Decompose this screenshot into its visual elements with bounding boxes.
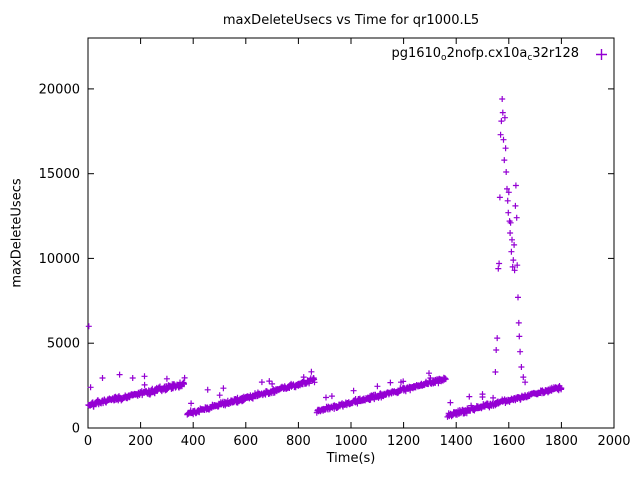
x-tick-label: 0 (84, 434, 92, 449)
chart-title: maxDeleteUsecs vs Time for qr1000.L5 (222, 13, 480, 28)
y-axis-label: maxDeleteUsecs (9, 178, 25, 288)
x-tick-label: 1800 (545, 434, 578, 449)
x-tick-label: 800 (286, 434, 311, 449)
x-tick-label: 600 (233, 434, 258, 449)
x-tick-label: 400 (181, 434, 206, 449)
data-points (85, 96, 565, 420)
legend-label: pg1610o2nofp.cx10ac32r128 (391, 46, 579, 63)
y-tick-label: 20000 (39, 82, 80, 97)
legend-label-text: pg1610 (391, 46, 442, 61)
x-tick-label: 1400 (440, 434, 473, 449)
legend-marker-icon (596, 49, 607, 60)
x-tick-label: 200 (128, 434, 153, 449)
legend-label-text: 32r128 (532, 46, 579, 61)
y-tick-label: 15000 (39, 167, 80, 182)
y-tick-label: 0 (72, 422, 80, 437)
legend-label-text: 2nofp.cx10a (446, 46, 528, 61)
x-tick-label: 1600 (492, 434, 525, 449)
x-tick-label: 1200 (387, 434, 420, 449)
x-axis-label: Time(s) (326, 451, 376, 466)
legend-label-sub: o (441, 53, 447, 63)
legend-label-sub: c (527, 53, 533, 63)
legend: pg1610o2nofp.cx10ac32r128 (391, 46, 608, 63)
x-tick-label: 2000 (597, 434, 630, 449)
x-tick-label: 1000 (334, 434, 367, 449)
plot-border (87, 37, 615, 429)
y-tick-label: 5000 (47, 337, 80, 352)
y-tick-label: 10000 (39, 252, 80, 267)
